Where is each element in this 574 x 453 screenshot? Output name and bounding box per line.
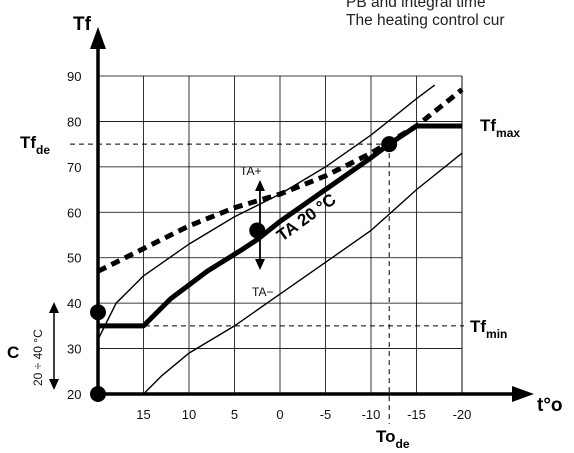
- y-tick-label: 50: [67, 251, 81, 266]
- tf-max-label: Tfmax: [480, 116, 520, 140]
- y-tick-label: 70: [67, 160, 81, 175]
- ta-range-arrow-up: [255, 180, 265, 191]
- y-tick-label: 30: [67, 342, 81, 357]
- tf-max-sub: max: [496, 126, 520, 140]
- to-de-main: To: [376, 427, 396, 446]
- c-range-label: 20 ÷ 40 °C: [31, 329, 45, 386]
- y-axis-arrow: [90, 27, 106, 49]
- x-tick-label: 5: [231, 407, 238, 422]
- tf-de-label: Tfde: [20, 133, 50, 157]
- tf-min-sub: min: [486, 327, 507, 341]
- tf-min-label: Tfmin: [470, 317, 507, 341]
- x-tick-label: -15: [407, 407, 426, 422]
- x-tick-label: -5: [320, 407, 332, 422]
- ta-range-arrow-down: [255, 259, 265, 270]
- y-axis-label: Tf: [73, 14, 92, 35]
- curve-point: [249, 222, 266, 239]
- header-line-2: The heating control cur: [346, 12, 505, 29]
- tf-min-main: Tf: [470, 317, 486, 336]
- ta-plus-label: TA+: [240, 164, 261, 178]
- curve-point: [90, 304, 106, 321]
- y-tick-label: 80: [67, 114, 81, 129]
- x-tick-label: -20: [453, 407, 472, 422]
- c-label: C: [7, 343, 19, 362]
- to-de-sub: de: [396, 437, 410, 451]
- c-range-arrow-up: [49, 302, 59, 313]
- curve-point: [90, 386, 106, 402]
- y-tick-label: 40: [67, 296, 81, 311]
- series-ta-: [97, 84, 436, 340]
- y-tick-label: 60: [67, 205, 81, 220]
- tf-max-main: Tf: [480, 116, 496, 135]
- ta-minus-label: TA−: [252, 285, 273, 299]
- tf-de-main: Tf: [20, 133, 36, 152]
- tf-de-sub: de: [36, 143, 50, 157]
- y-tick-label: 20: [67, 387, 81, 402]
- c-range-arrow-down: [49, 379, 59, 390]
- to-de-label: Tode: [376, 427, 410, 451]
- x-tick-label: 10: [182, 407, 196, 422]
- x-tick-label: 15: [136, 407, 150, 422]
- y-tick-label: 90: [67, 69, 81, 84]
- x-axis-label: t°o: [537, 395, 563, 416]
- x-axis-arrow: [512, 386, 534, 402]
- x-tick-label: -10: [362, 407, 381, 422]
- header-line-1: PB and integral time: [346, 0, 486, 11]
- x-tick-label: 0: [276, 407, 283, 422]
- series-ta-: [143, 152, 463, 395]
- curve-point: [381, 136, 398, 153]
